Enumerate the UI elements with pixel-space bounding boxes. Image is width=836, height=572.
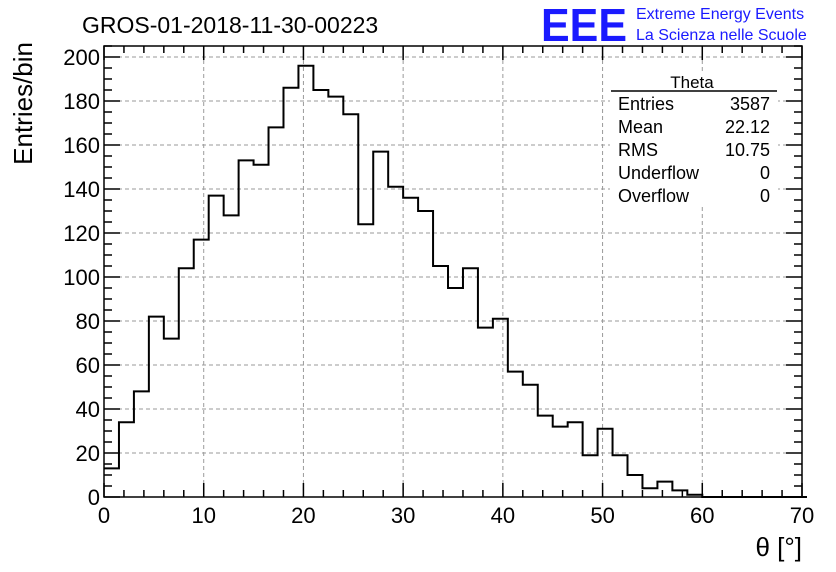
x-axis-label: θ [°] xyxy=(755,532,802,562)
stats-row-value: 3587 xyxy=(730,94,770,114)
x-tick-label: 20 xyxy=(291,503,315,528)
plot-frame xyxy=(103,45,803,498)
histogram-line xyxy=(104,64,807,498)
x-tick-label: 30 xyxy=(391,503,415,528)
y-tick-label: 180 xyxy=(63,89,100,114)
y-tick-label: 80 xyxy=(76,309,100,334)
x-tick-label: 40 xyxy=(491,503,515,528)
stats-row-value: 0 xyxy=(760,186,770,206)
tick-labels: 0 10 20 30 40 50 60 70 0 20 40 60 80 100 120 140 160 180 2… xyxy=(63,45,814,528)
y-tick-label: 40 xyxy=(76,397,100,422)
stats-row-value: 10.75 xyxy=(725,140,770,160)
stats-row-label: Mean xyxy=(618,117,663,137)
stats-row-label: Overflow xyxy=(618,186,690,206)
stats-box-rows: Entries 3587 Mean 22.12 RMS 10.75 Underflow 0 Ov… xyxy=(618,94,770,206)
stats-box-title: Theta xyxy=(670,73,714,92)
stats-row-value: 22.12 xyxy=(725,117,770,137)
y-tick-label: 120 xyxy=(63,221,100,246)
x-tick-label: 60 xyxy=(690,503,714,528)
y-tick-label: 140 xyxy=(63,177,100,202)
x-tick-label: 0 xyxy=(98,503,110,528)
y-tick-label: 0 xyxy=(88,485,100,510)
eee-logo-line2: La Scienza nelle Scuole xyxy=(636,27,807,44)
y-tick-label: 100 xyxy=(63,265,100,290)
y-tick-label: 160 xyxy=(63,133,100,158)
axis-ticks xyxy=(103,45,803,498)
stats-row-label: Entries xyxy=(618,94,674,114)
stats-row-label: Underflow xyxy=(618,163,700,183)
chart-title: GROS-01-2018-11-30-00223 xyxy=(82,12,378,38)
x-tick-label: 10 xyxy=(191,503,215,528)
stats-box-background xyxy=(610,72,778,204)
y-tick-label: 20 xyxy=(76,441,100,466)
y-tick-label: 60 xyxy=(76,353,100,378)
y-axis-label: Entries/bin xyxy=(8,42,38,165)
eee-logo: EEE Extreme Energy Events La Scienza nel… xyxy=(541,0,807,51)
stats-row-value: 0 xyxy=(760,163,770,183)
stats-row-label: RMS xyxy=(618,140,658,160)
x-tick-label: 70 xyxy=(790,503,814,528)
eee-logo-mark: EEE xyxy=(541,0,627,51)
stats-box: Theta Entries 3587 Mean 22.12 RMS 10.75 Underf… xyxy=(610,72,778,206)
y-tick-label: 200 xyxy=(63,45,100,70)
eee-logo-line1: Extreme Energy Events xyxy=(636,6,804,23)
x-tick-label: 50 xyxy=(590,503,614,528)
